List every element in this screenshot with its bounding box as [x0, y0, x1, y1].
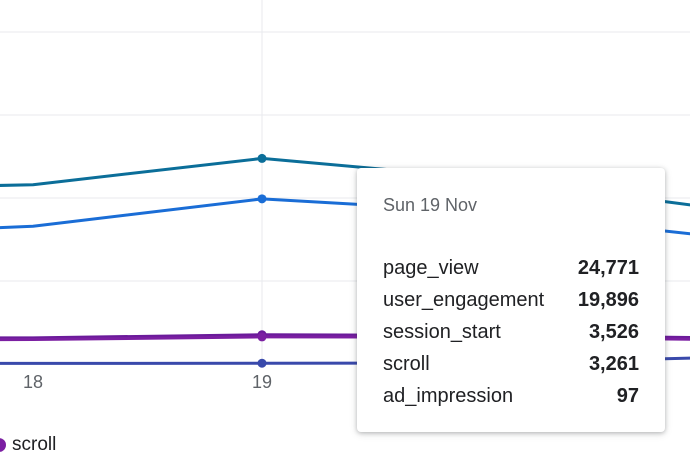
tooltip-row-page-view: page_view 24,771 [383, 252, 639, 284]
tooltip-metric-value: 3,261 [588, 352, 639, 375]
legend[interactable]: scroll [0, 434, 56, 456]
tooltip-metric-name: scroll [383, 352, 430, 375]
tooltip-date: Sun 19 Nov [383, 195, 478, 215]
tooltip-metric-value: 19,896 [577, 288, 639, 311]
legend-label-scroll: scroll [12, 434, 57, 455]
tooltip-row-scroll: scroll 3,261 [383, 348, 639, 380]
tooltip-row-ad-impression: ad_impression 97 [383, 380, 639, 412]
x-tick-label: 19 [252, 372, 272, 392]
x-tick-label: 18 [23, 372, 43, 392]
tooltip-metric-value: 97 [616, 384, 639, 407]
tooltip-metric-name: user_engagement [383, 288, 545, 311]
tooltip-metric-name: page_view [383, 256, 479, 279]
legend-swatch-scroll [0, 438, 6, 452]
tooltip-metric-value: 3,526 [588, 320, 639, 343]
data-point-scroll[interactable] [257, 332, 267, 342]
data-point-ad-impression[interactable] [257, 358, 267, 368]
data-point-user-engagement[interactable] [257, 194, 267, 204]
tooltip-metric-value: 24,771 [577, 256, 639, 279]
tooltip-metric-name: ad_impression [383, 384, 514, 407]
tooltip-row-user-engagement: user_engagement 19,896 [383, 284, 639, 316]
tooltip-metric-name: session_start [383, 320, 501, 343]
hover-tooltip: Sun 19 Nov page_view 24,771 user_engagem… [357, 168, 665, 432]
data-point-page-view[interactable] [257, 153, 267, 163]
tooltip-row-session-start: session_start 3,526 [383, 316, 639, 348]
